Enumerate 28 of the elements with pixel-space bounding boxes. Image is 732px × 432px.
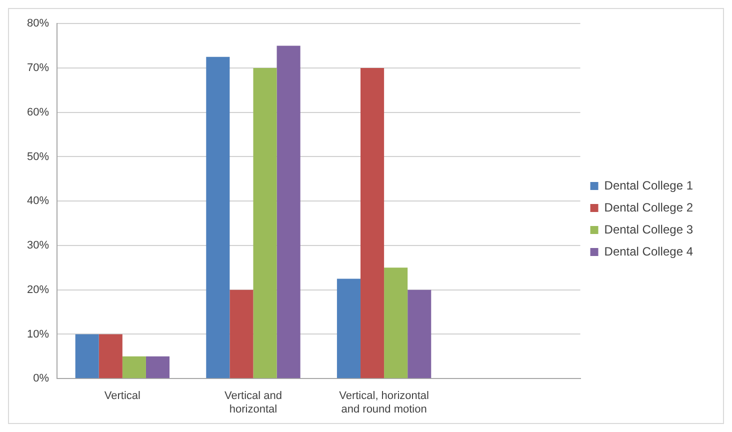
bar bbox=[276, 46, 300, 378]
y-tick-label: 50% bbox=[26, 150, 50, 163]
y-tick-label: 60% bbox=[26, 106, 50, 118]
bar bbox=[408, 290, 432, 378]
bar bbox=[384, 268, 408, 378]
bar bbox=[253, 68, 277, 378]
legend-label: Dental College 2 bbox=[604, 200, 694, 214]
bar bbox=[336, 278, 361, 378]
y-tick-label: 0% bbox=[33, 372, 50, 385]
bar bbox=[98, 334, 122, 378]
y-tick-label: 30% bbox=[26, 240, 50, 252]
x-tick-label: Vertical bbox=[104, 390, 140, 402]
legend-label: Dental College 4 bbox=[604, 244, 694, 258]
y-tick-label: 70% bbox=[26, 62, 50, 74]
y-tick-label: 10% bbox=[26, 328, 50, 340]
y-tick-label: 40% bbox=[26, 195, 50, 208]
bar bbox=[146, 356, 170, 378]
y-tick-label: 20% bbox=[26, 284, 50, 296]
y-tick-label: 80% bbox=[26, 18, 50, 30]
bar bbox=[206, 56, 230, 378]
bar bbox=[360, 68, 384, 378]
x-tick-label: Vertical and horizontal bbox=[224, 390, 282, 416]
legend-label: Dental College 1 bbox=[604, 178, 694, 192]
bar bbox=[122, 356, 146, 378]
bar bbox=[75, 334, 99, 378]
x-tick-label: Vertical, horizontal and round motion bbox=[339, 390, 429, 416]
legend-label: Dental College 3 bbox=[604, 222, 694, 236]
bar bbox=[230, 290, 254, 378]
